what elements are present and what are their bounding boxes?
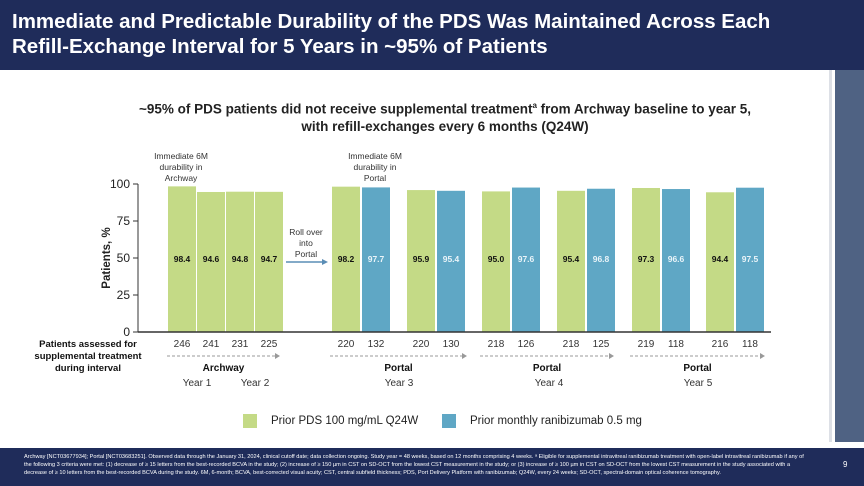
patient-count: 220 <box>413 339 430 350</box>
bar <box>736 187 764 332</box>
bar <box>255 191 283 332</box>
bar <box>437 190 465 332</box>
footnote: Archway [NCT03677934]; Portal [NCT036832… <box>24 454 804 476</box>
patient-count: 218 <box>488 339 505 350</box>
bar-value-label: 98.2 <box>338 254 355 264</box>
legend-item-pds: Prior PDS 100 mg/mL Q24W <box>243 414 418 428</box>
subtitle-line1: ~95% of PDS patients did not receive sup… <box>138 101 533 117</box>
year-label: Year 5 <box>684 378 713 389</box>
arrow-right-icon <box>322 259 328 265</box>
row-label-1: Patients assessed for <box>39 339 137 350</box>
patient-count: 220 <box>338 339 355 350</box>
bar-value-label: 95.4 <box>443 254 460 264</box>
bar-value-label: 94.4 <box>712 254 729 264</box>
bar-value-label: 97.3 <box>638 254 655 264</box>
bar <box>512 187 540 332</box>
footer-bar <box>0 448 864 486</box>
legend-label-ranibizumab: Prior monthly ranibizumab 0.5 mg <box>470 415 642 427</box>
bar-value-label: 94.8 <box>232 254 249 264</box>
bar <box>662 189 690 332</box>
y-tick-label: 0 <box>123 325 130 339</box>
subtitle-line1-end: from Archway baseline to year 5, <box>536 101 752 117</box>
bar <box>482 191 510 332</box>
patient-count: 241 <box>203 339 220 350</box>
annotation-portal: durability in <box>354 162 397 172</box>
y-axis-label: Patients, % <box>101 227 113 288</box>
bar <box>632 187 660 332</box>
subtitle-footnote-mark: a <box>532 101 537 110</box>
bar <box>362 187 390 332</box>
side-divider <box>829 70 832 442</box>
bar-value-label: 98.4 <box>174 254 191 264</box>
row-label-2: supplemental treatment <box>34 351 142 362</box>
patient-count: 132 <box>368 339 385 350</box>
arrow-head-icon <box>609 353 614 359</box>
patient-count: 118 <box>668 339 684 350</box>
annotation-archway: Immediate 6M <box>154 151 208 161</box>
year-label: Year 3 <box>385 378 414 389</box>
legend-label-pds: Prior PDS 100 mg/mL Q24W <box>271 415 419 427</box>
patient-count: 218 <box>563 339 580 350</box>
bar-value-label: 97.6 <box>518 254 535 264</box>
y-tick-label: 25 <box>117 288 131 302</box>
year-label: Year 2 <box>241 378 270 389</box>
side-panel <box>835 70 864 442</box>
bar-value-label: 95.9 <box>413 254 430 264</box>
annotation-portal: Portal <box>364 173 386 183</box>
bar <box>587 188 615 332</box>
bar-value-label: 94.7 <box>261 254 278 264</box>
bar-value-label: 97.5 <box>742 254 759 264</box>
bar-value-label: 97.7 <box>368 254 385 264</box>
slide-title: Immediate and Predictable Durability of … <box>12 10 771 58</box>
year-label: Year 1 <box>183 378 212 389</box>
page-number: 9 <box>843 460 848 469</box>
y-tick-label: 75 <box>117 214 131 228</box>
bar-value-label: 95.0 <box>488 254 505 264</box>
bar <box>557 190 585 332</box>
bar-value-label: 96.8 <box>593 254 610 264</box>
patient-count: 126 <box>518 339 535 350</box>
arrow-head-icon <box>462 353 467 359</box>
bar-value-label: 94.6 <box>203 254 220 264</box>
patient-count: 246 <box>174 339 191 350</box>
y-tick-label: 50 <box>117 251 131 265</box>
study-label: Portal <box>384 363 413 374</box>
patient-count: 125 <box>593 339 610 350</box>
row-label-3: during interval <box>55 363 121 374</box>
bar-value-label: 95.4 <box>563 254 580 264</box>
annotation-archway: durability in <box>160 162 203 172</box>
study-label: Archway <box>203 363 245 374</box>
chart-subtitle: ~95% of PDS patients did not receive sup… <box>60 97 830 135</box>
study-label: Portal <box>533 363 562 374</box>
annotation-rollover: Portal <box>295 249 317 259</box>
patient-count: 225 <box>261 339 278 350</box>
bar <box>332 186 360 332</box>
year-label: Year 4 <box>535 378 564 389</box>
arrow-head-icon <box>275 353 280 359</box>
arrow-head-icon <box>760 353 765 359</box>
patient-count: 118 <box>742 339 758 350</box>
annotation-rollover: Roll over <box>289 227 323 237</box>
patient-count: 219 <box>638 339 655 350</box>
bar <box>407 190 435 332</box>
bar-value-label: 96.6 <box>668 254 685 264</box>
bar <box>197 191 225 332</box>
subtitle-line2: with refill-exchanges every 6 months (Q2… <box>301 118 589 134</box>
header-bar <box>0 0 864 70</box>
y-tick-label: 100 <box>110 177 130 191</box>
annotation-portal: Immediate 6M <box>348 151 402 161</box>
patient-count: 130 <box>443 339 460 350</box>
study-label: Portal <box>683 363 712 374</box>
bar <box>168 186 196 332</box>
legend-swatch-ranibizumab <box>442 414 456 428</box>
patient-count: 216 <box>712 339 729 350</box>
bar <box>706 192 734 332</box>
bar <box>226 191 254 332</box>
legend-item-ranibizumab: Prior monthly ranibizumab 0.5 mg <box>442 414 642 428</box>
annotation-rollover: into <box>299 238 313 248</box>
annotation-archway: Archway <box>165 173 198 183</box>
legend-swatch-pds <box>243 414 257 428</box>
patient-count: 231 <box>232 339 249 350</box>
